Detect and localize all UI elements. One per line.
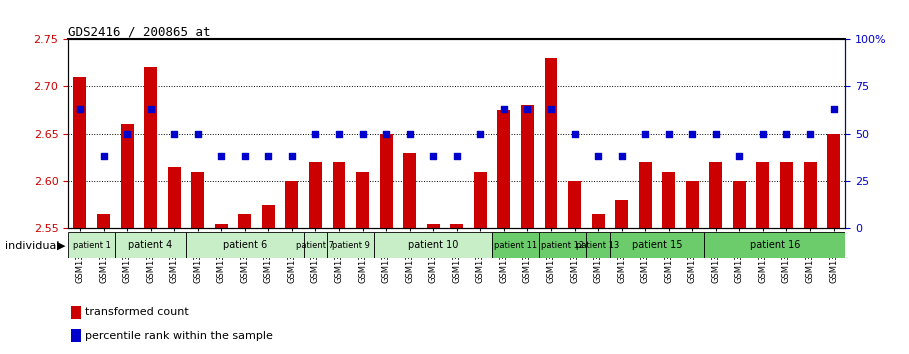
Bar [380,133,393,228]
Bar [71,306,81,319]
Bar [544,58,557,228]
Bar [121,124,134,228]
Bar [615,200,628,228]
Point [803,131,817,137]
Bar [521,105,534,228]
Bar [404,153,416,228]
Text: patient 1: patient 1 [73,241,111,250]
Bar [450,224,464,228]
Point [544,106,558,112]
Text: patient 4: patient 4 [128,240,173,250]
Bar [426,224,440,228]
Bar [685,181,699,228]
Text: patient 15: patient 15 [632,240,683,250]
Bar [333,162,345,228]
Point [755,131,770,137]
Point [567,131,582,137]
Text: patient 9: patient 9 [332,241,370,250]
Bar [639,162,652,228]
Bar [375,232,492,258]
Text: patient 7: patient 7 [296,241,335,250]
Bar [285,181,298,228]
Bar [704,232,845,258]
Point [685,131,700,137]
Bar [115,232,186,258]
Bar [97,214,110,228]
Bar [586,232,610,258]
Text: patient 6: patient 6 [223,240,267,250]
Point [496,106,511,112]
Bar [304,232,327,258]
Point [167,131,182,137]
Bar [262,205,275,228]
Point [237,154,252,159]
Bar [215,224,228,228]
Point [190,131,205,137]
Point [285,154,299,159]
Point [73,106,87,112]
Point [520,106,534,112]
Text: patient 13: patient 13 [576,241,620,250]
Point [449,154,464,159]
Point [638,131,653,137]
Bar [191,171,205,228]
Point [709,131,724,137]
Point [732,154,746,159]
Bar [71,329,81,342]
Bar [356,171,369,228]
Point [662,131,676,137]
Point [779,131,794,137]
Text: patient 16: patient 16 [750,240,800,250]
Text: patient 10: patient 10 [408,240,458,250]
Text: GDS2416 / 200865_at: GDS2416 / 200865_at [68,25,211,38]
Bar [309,162,322,228]
Point [96,154,111,159]
Point [473,131,487,137]
Bar [497,110,510,228]
Text: transformed count: transformed count [85,307,188,317]
Point [261,154,275,159]
Point [332,131,346,137]
Bar [568,181,581,228]
Bar [74,77,86,228]
Bar [709,162,723,228]
Bar [610,232,704,258]
Point [403,131,417,137]
Bar [68,232,115,258]
Bar [827,133,840,228]
Point [426,154,441,159]
Point [826,106,841,112]
Text: patient 11: patient 11 [494,241,537,250]
Point [120,131,135,137]
Bar [327,232,375,258]
Point [214,154,228,159]
Point [379,131,394,137]
Bar [756,162,769,228]
Bar [663,171,675,228]
Point [144,106,158,112]
Bar [186,232,304,258]
Bar [492,232,539,258]
Bar [167,167,181,228]
Text: percentile rank within the sample: percentile rank within the sample [85,331,273,341]
Bar [539,232,586,258]
Text: individual: individual [5,241,59,251]
Bar [238,214,251,228]
Point [355,131,370,137]
Bar [145,67,157,228]
Text: ▶: ▶ [57,241,65,251]
Bar [804,162,816,228]
Point [614,154,629,159]
Text: patient 12: patient 12 [541,241,584,250]
Bar [474,171,487,228]
Point [591,154,605,159]
Point [308,131,323,137]
Bar [780,162,793,228]
Bar [592,214,604,228]
Bar [733,181,746,228]
